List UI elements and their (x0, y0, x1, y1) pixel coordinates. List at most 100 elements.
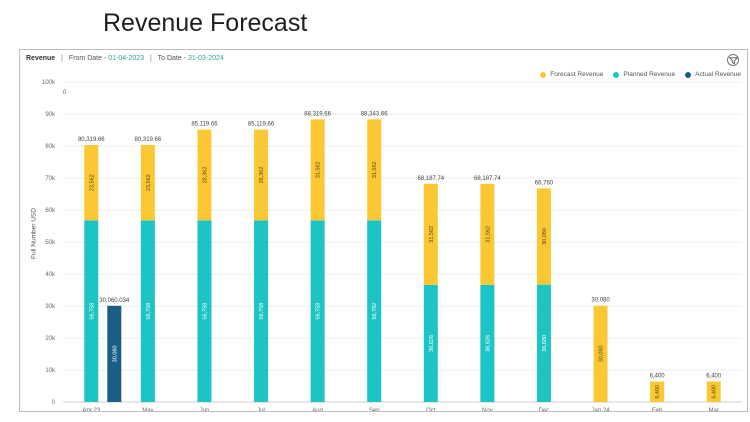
bar-forecast (367, 119, 382, 221)
bar-chart: 0 10k 20k 30k 40k 50k 60k 70k 80k 90k 100k 0 Apr 23 5… (42, 80, 742, 411)
x-tick-label: Nov (482, 408, 493, 411)
bar-forecast-label: 23,562 (146, 174, 152, 191)
bar-forecast (536, 188, 551, 285)
bar-total-label: 85,119.66 (191, 122, 218, 128)
filter-icon (729, 57, 738, 65)
chart-panel: Revenue | From Date - 01-04-2023 | To Da… (19, 49, 748, 412)
y-tick-label: 10k (45, 368, 56, 374)
legend-label-actual: Actual Revenue (695, 71, 741, 78)
bar-total-label: 80,319.66 (78, 137, 105, 143)
bar-forecast (480, 183, 495, 285)
y-tick-label: 70k (45, 176, 56, 182)
to-date-value[interactable]: 31-03-2024 (188, 55, 224, 62)
x-tick-label: Apr 23 (82, 408, 100, 411)
bar-forecast-label: 30,080 (599, 345, 605, 362)
bar-forecast-label: 31,562 (372, 161, 378, 178)
bar-planned-label: 56,758 (202, 303, 208, 320)
bar-forecast (423, 183, 438, 285)
bar-planned-label: 56,758 (89, 303, 95, 320)
x-tick-label: Jun (200, 408, 210, 411)
y-tick-label: 0 (52, 400, 56, 406)
bar-forecast-label: 30,080 (542, 228, 548, 245)
bar-forecast (84, 144, 99, 221)
bar-forecast (593, 305, 608, 402)
bar-total-label: 66,760 (535, 180, 554, 186)
y-tick-label: 50k (45, 240, 56, 246)
y-tick-label: 80k (45, 144, 56, 150)
bar-forecast-label: 31,562 (485, 226, 491, 243)
bar-forecast-label: 6,400 (712, 385, 718, 399)
bar-forecast (650, 381, 665, 402)
bar-planned-label: 36,626 (429, 335, 435, 352)
bar-total-label: 88,319.66 (304, 111, 331, 117)
bar-forecast-label: 23,562 (89, 174, 95, 191)
bar-forecast-label: 28,362 (259, 167, 265, 184)
bar-forecast (254, 129, 269, 221)
legend: Forecast Revenue Planned Revenue Actual … (540, 71, 741, 78)
bar-planned-label: 36,626 (485, 335, 491, 352)
section-label: Revenue (26, 55, 56, 62)
bar-planned (536, 284, 551, 402)
x-tick-label: Jan 24 (592, 408, 611, 411)
x-tick-label: Dec (539, 408, 550, 411)
bar-actual-total-label: 30,060.034 (99, 298, 130, 304)
x-tick-label: Aug (312, 408, 323, 411)
legend-item-actual[interactable]: Actual Revenue (685, 71, 741, 78)
y-tick-label: 60k (45, 208, 56, 214)
x-tick-label: Mar (709, 408, 719, 411)
bar-actual-label: 30,080 (112, 345, 118, 362)
x-tick-label: May (142, 408, 153, 411)
y-tick-label: 30k (45, 304, 56, 310)
bar-total-label: 68,187.74 (474, 176, 501, 182)
bar-total-label: 68,187.74 (417, 176, 444, 182)
x-tick-label: Jul (257, 408, 265, 411)
bar-forecast-label: 31,562 (316, 161, 322, 178)
legend-label-forecast: Forecast Revenue (550, 71, 604, 78)
legend-item-forecast[interactable]: Forecast Revenue (540, 71, 603, 78)
x-tick-label: Oct (426, 408, 436, 411)
bar-forecast-label: 28,362 (202, 167, 208, 184)
bar-planned-label: 56,758 (146, 303, 152, 320)
from-date-label: From Date - (68, 55, 107, 62)
y-tick-label: 100k (42, 80, 56, 86)
bar-total-label: 85,119.66 (248, 122, 275, 128)
legend-swatch-actual (685, 71, 692, 78)
bar-forecast (197, 129, 212, 221)
legend-label-planned: Planned Revenue (623, 71, 676, 78)
legend-item-planned[interactable]: Planned Revenue (613, 71, 675, 78)
bar-planned (310, 220, 325, 402)
to-date-label: To Date - (157, 55, 187, 62)
bar-planned (84, 220, 99, 402)
separator: | (149, 55, 152, 62)
bar-planned (480, 284, 495, 402)
bar-forecast (310, 119, 325, 221)
legend-swatch-forecast (540, 71, 547, 78)
y-tick-label: 20k (45, 336, 56, 342)
bar-planned (423, 284, 438, 402)
bar-total-label: 30,080 (591, 298, 610, 304)
bar-planned (140, 220, 155, 402)
axis-note-label: 0 (63, 90, 67, 96)
legend-swatch-planned (613, 71, 620, 78)
bar-planned (197, 220, 212, 402)
bar-forecast-label: 31,562 (429, 226, 435, 243)
bar-total-label: 6,400 (650, 374, 666, 380)
filter-summary: Revenue | From Date - 01-04-2023 | To Da… (26, 55, 224, 62)
bar-forecast (140, 144, 155, 221)
filter-button[interactable] (727, 54, 739, 66)
bar-planned-label: 56,758 (316, 303, 322, 320)
from-date-value[interactable]: 01-04-2023 (108, 55, 145, 62)
y-tick-label: 40k (45, 272, 56, 278)
bar-actual (107, 305, 122, 402)
y-tick-label: 90k (45, 112, 56, 118)
x-tick-label: Feb (652, 408, 663, 411)
page-title: Revenue Forecast (103, 9, 308, 37)
bar-planned-label: 56,782 (372, 303, 378, 320)
bar-total-label: 6,400 (706, 374, 722, 380)
bar-planned-label: 56,758 (259, 303, 265, 320)
x-tick-label: Sep (369, 408, 380, 411)
bar-planned (254, 220, 269, 402)
bar-planned-label: 36,680 (542, 335, 548, 352)
bar-forecast-label: 6,400 (655, 385, 661, 399)
separator: | (61, 55, 63, 62)
